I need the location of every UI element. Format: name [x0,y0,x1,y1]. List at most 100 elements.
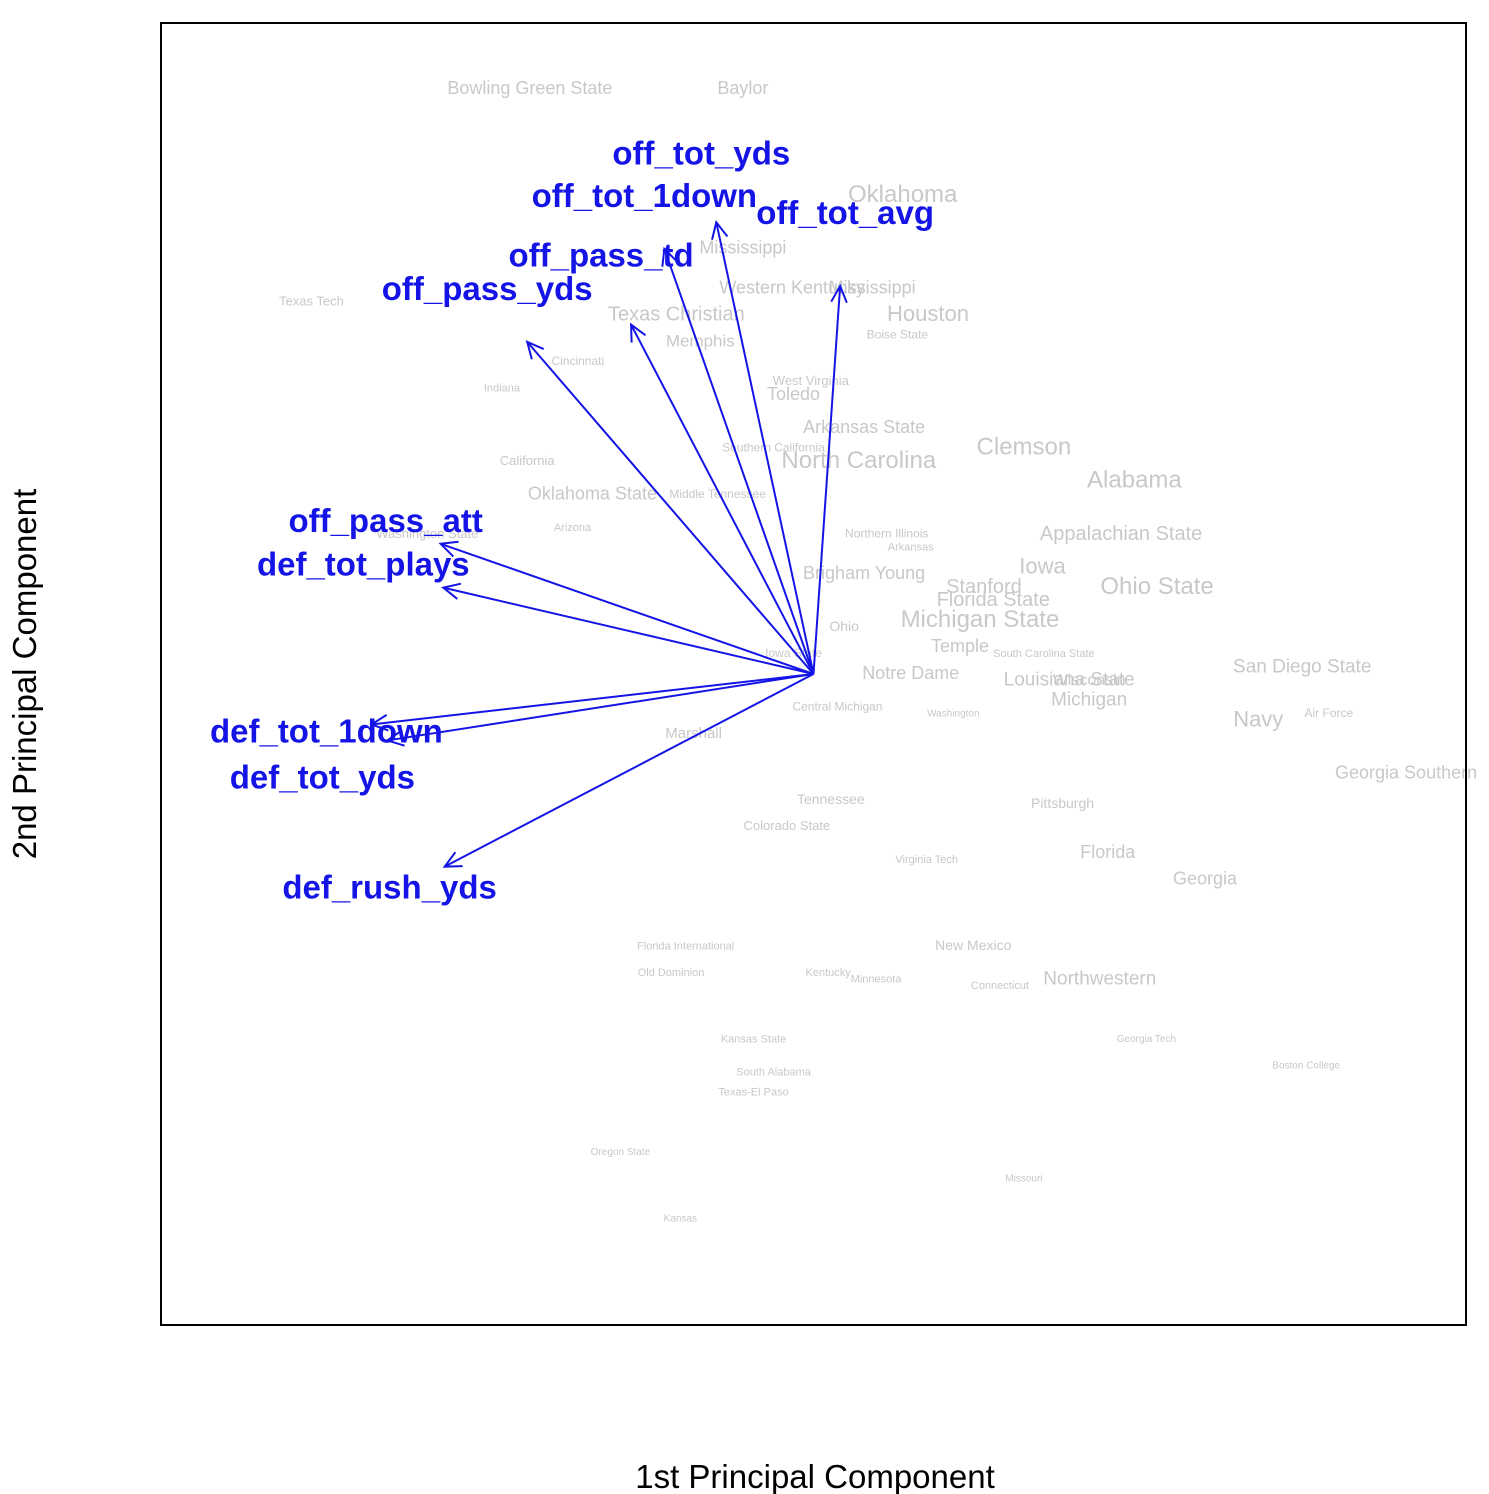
team-label: California [500,453,556,468]
team-label: Oregon State [591,1147,651,1158]
team-label: Alabama [1087,467,1182,494]
team-label: Boise State [867,327,929,341]
team-label: Virginia Tech [895,854,958,866]
team-label: Kentucky [806,967,852,979]
team-label: Colorado State [744,818,831,833]
team-label: Northwestern [1043,969,1156,990]
team-label: Southern California [722,440,825,454]
vector-label: def_tot_1down [210,712,443,749]
vector-label: def_rush_yds [282,869,497,906]
team-label: Ohio [829,618,859,634]
team-label: Georgia Southern [1335,762,1477,782]
vector-label: def_tot_plays [257,546,470,583]
vector-arrowhead [525,340,545,360]
x-axis-title: 1st Principal Component [635,1458,995,1494]
vector-arrowhead [442,851,463,868]
team-label: Pittsburgh [1031,795,1094,811]
vector-arrowhead [441,582,462,600]
team-label: Arkansas State [803,417,925,437]
vector-arrow [526,341,815,675]
team-label: Tennessee [797,791,865,807]
team-label: Michigan State [901,606,1060,633]
team-label: Ohio State [1100,573,1213,600]
team-label: Temple [931,636,989,656]
loading-vectors: off_tot_yds off_tot_1down off_tot_avg off_p… [210,134,934,905]
team-label: Iowa [1019,554,1066,579]
vector-arrow [443,586,814,675]
y-axis-title: 2nd Principal Component [6,489,43,860]
vector-arrow [387,673,814,742]
team-label: Arizona [554,522,592,534]
team-label: Michigan [1051,690,1127,711]
team-label: Washington [927,708,979,719]
team-label: Georgia [1173,869,1238,889]
team-label: Florida State [937,589,1050,611]
vector-arrowhead [711,220,729,241]
team-label: Houston [887,301,969,326]
team-label: New Mexico [935,937,1011,953]
team-label: Texas Christian [608,304,745,326]
team-label: South Alabama [736,1066,811,1078]
team-label: Washington State [376,526,478,541]
team-label: San Diego State [1233,656,1371,677]
team-label: South Carolina State [993,648,1095,660]
team-label: Cincinnati [551,354,604,368]
vector-arrow [371,673,814,726]
vector-arrow [440,542,814,675]
team-label: Old Dominion [638,967,705,979]
team-label: Wisconsin [1053,672,1126,689]
vector-arrow [630,324,815,675]
team-labels: Bowling Green State Baylor Oklahoma Mississ… [279,78,1477,1224]
team-label: Mississippi [829,277,916,297]
team-label: Indiana [484,382,521,394]
team-label: Mississippi [699,238,786,258]
vector-arrowhead [438,540,459,558]
vector-arrowhead [369,714,389,732]
team-label: Florida [1080,842,1136,862]
team-label: North Carolina [781,447,936,474]
team-label: Appalachian State [1040,523,1202,545]
vector-label: off_tot_1down [532,177,757,214]
team-label: Georgia Tech [1117,1034,1176,1045]
team-label: Clemson [977,433,1072,460]
team-label: Texas Tech [279,293,344,308]
vector-label: def_tot_yds [230,758,415,795]
team-label: Boston College [1272,1061,1340,1072]
team-label: Oklahoma State [528,483,657,503]
vector-arrow [715,222,815,675]
vector-arrow [812,285,842,675]
team-label: Arkansas [888,542,934,554]
team-label: Missouri [1005,1173,1042,1184]
vector-arrow [663,248,815,675]
team-label: Notre Dame [862,663,959,683]
team-label: Florida International [637,940,734,952]
team-label: Minnesota [851,973,903,985]
team-label: Louisiana State [1004,670,1135,691]
vector-label: off_pass_td [508,237,693,274]
team-label: Kansas [664,1213,697,1224]
team-label: West Virginia [773,373,850,388]
vector-label: off_tot_yds [612,134,790,171]
team-label: Central Michigan [792,699,882,713]
vector-label: off_tot_avg [756,194,934,231]
team-label: Kansas State [721,1033,786,1045]
team-label: Air Force [1304,706,1353,720]
vector-arrowhead [830,283,848,304]
team-label: Bowling Green State [447,78,612,98]
team-label: Baylor [717,78,768,98]
team-label: Memphis [666,331,735,350]
team-label: Brigham Young [803,563,925,583]
vector-label: off_pass_att [288,502,482,539]
team-label: Western Kentucky [719,277,865,297]
team-label: Navy [1233,706,1283,731]
team-label: Connecticut [971,980,1029,992]
team-label: Toledo [767,384,820,404]
vector-label: off_pass_yds [382,270,593,307]
team-label: Northern Illinois [845,527,928,541]
team-label: Oklahoma [848,181,958,208]
team-label: Stanford [946,576,1022,598]
vector-arrow [444,673,814,868]
team-label: Middle Tennessee [669,487,766,501]
vector-arrowhead [630,322,647,343]
